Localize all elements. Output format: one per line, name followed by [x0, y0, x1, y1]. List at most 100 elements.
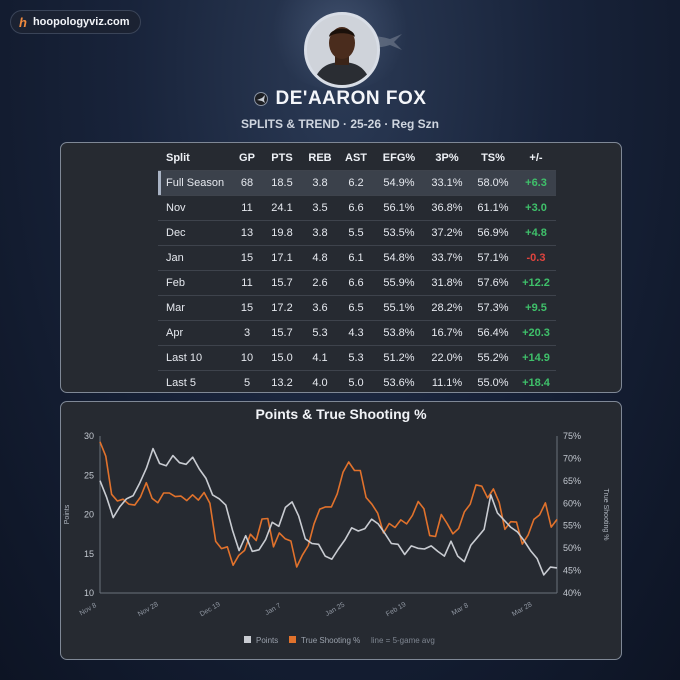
table-cell-ts: 55.2%	[470, 345, 516, 371]
site-url: hoopologyviz.com	[32, 16, 130, 28]
table-cell-tp: 16.7%	[424, 320, 470, 346]
column-header[interactable]: REB	[308, 152, 332, 164]
x-tick-label: Nov 8	[79, 602, 98, 617]
y2-axis-label: True Shooting %	[602, 489, 609, 541]
table-row: Dec 13 19.8 3.8 5.5 53.5% 37.2% 56.9% +4.8	[158, 220, 556, 246]
table-cell-ast: 6.2	[338, 170, 374, 196]
legend-note: line = 5-game avg	[371, 636, 435, 645]
points-ts-chart: 10 15 20 25 30 40% 45% 50% 55% 60% 65% 70% 75% Points…	[64, 431, 609, 645]
table-row: Nov 11 24.1 3.5 6.6 56.1% 36.8% 61.1% +3.0	[158, 195, 556, 221]
table-cell-reb: 3.5	[302, 195, 338, 221]
table-cell-ts: 57.3%	[470, 295, 516, 321]
column-header[interactable]: TS%	[481, 152, 505, 164]
column-header[interactable]: PTS	[271, 152, 293, 164]
y2-tick-label: 40%	[563, 588, 581, 598]
table-cell-efg: 53.6%	[374, 370, 424, 395]
table-cell-tp: 33.7%	[424, 245, 470, 271]
table-cell-ts: 58.0%	[470, 170, 516, 196]
table-cell-pts: 15.7	[262, 270, 302, 296]
table-cell-tp: 28.2%	[424, 295, 470, 321]
player-name: DE'AARON FOX	[275, 88, 427, 109]
table-row: Last 5 5 13.2 4.0 5.0 53.6% 11.1% 55.0% +18.4	[158, 370, 556, 395]
brand-logo: h	[19, 14, 27, 30]
table-cell-gp: 11	[232, 270, 262, 296]
table-cell-reb: 3.8	[302, 220, 338, 246]
table-cell-tp: 22.0%	[424, 345, 470, 371]
y-tick-label: 30	[84, 431, 94, 441]
x-tick-label: Mar 8	[451, 602, 470, 617]
table-row: Mar 15 17.2 3.6 6.5 55.1% 28.2% 57.3% +9.5	[158, 295, 556, 321]
table-cell-efg: 56.1%	[374, 195, 424, 221]
table-row: Last 10 10 15.0 4.1 5.3 51.2% 22.0% 55.2% +14.9	[158, 345, 556, 371]
table-cell-pts: 17.1	[262, 245, 302, 271]
table-cell-pm: +4.8	[516, 220, 556, 246]
column-header[interactable]: Split	[166, 152, 190, 164]
table-cell-ast: 6.5	[338, 295, 374, 321]
table-cell-reb: 3.8	[302, 170, 338, 196]
y2-tick-label: 70%	[563, 453, 581, 463]
x-tick-label: Mar 28	[511, 601, 533, 618]
x-tick-label: Jan 7	[264, 602, 282, 617]
table-cell-gp: 15	[232, 295, 262, 321]
team-icon	[253, 92, 268, 106]
column-header[interactable]: EFG%	[382, 152, 416, 164]
table-cell-gp: 5	[232, 370, 262, 395]
table-cell-pts: 18.5	[262, 170, 302, 196]
table-cell-ast: 6.6	[338, 270, 374, 296]
table-cell-reb: 2.6	[302, 270, 338, 296]
table-cell-pts: 15.0	[262, 345, 302, 371]
y-tick-label: 25	[84, 470, 94, 480]
table-row: Jan 15 17.1 4.8 6.1 54.8% 33.7% 57.1% -0.3	[158, 245, 556, 271]
table-cell-ast: 5.3	[338, 345, 374, 371]
column-header[interactable]: +/-	[529, 152, 543, 164]
y-tick-label: 10	[84, 588, 94, 598]
chart-title: Points & True Shooting %	[255, 406, 427, 422]
x-tick-label: Jan 25	[324, 601, 346, 618]
table-row: Feb 11 15.7 2.6 6.6 55.9% 31.8% 57.6% +12.2	[158, 270, 556, 296]
legend-swatch-ts	[289, 636, 296, 643]
y-tick-label: 20	[84, 510, 94, 520]
table-row: Apr 3 15.7 5.3 4.3 53.8% 16.7% 56.4% +20.3	[158, 320, 556, 346]
y-tick-label: 15	[84, 549, 94, 559]
column-header[interactable]: 3P%	[435, 152, 459, 164]
table-cell-pts: 13.2	[262, 370, 302, 395]
player-avatar	[304, 12, 380, 88]
table-cell-pm: +12.2	[516, 270, 556, 296]
table-cell-gp: 3	[232, 320, 262, 346]
table-body: Full Season 68 18.5 3.8 6.2 54.9% 33.1% 58.0% +6…	[158, 170, 556, 395]
table-cell-split: Mar	[158, 295, 232, 321]
site-badge[interactable]: h hoopologyviz.com	[10, 10, 141, 34]
page-subtitle: SPLITS & TREND · 25-26 · Reg Szn	[240, 117, 440, 131]
chart-panel: Points & True Shooting % 10 15 20 25 30 40% 45…	[60, 401, 622, 660]
table-cell-pts: 15.7	[262, 320, 302, 346]
x-tick-label: Dec 19	[199, 601, 222, 618]
table-cell-efg: 51.2%	[374, 345, 424, 371]
table-cell-ts: 55.0%	[470, 370, 516, 395]
column-header[interactable]: AST	[345, 152, 367, 164]
table-cell-gp: 10	[232, 345, 262, 371]
table-cell-reb: 4.1	[302, 345, 338, 371]
splits-table-panel: Split GP PTS REB AST EFG% 3P% TS% +/- Full Seaso…	[60, 142, 622, 395]
y2-tick-label: 55%	[563, 521, 581, 531]
table-cell-pts: 19.8	[262, 220, 302, 246]
table-cell-ast: 6.6	[338, 195, 374, 221]
table-cell-efg: 53.5%	[374, 220, 424, 246]
table-cell-tp: 37.2%	[424, 220, 470, 246]
table-header-row: Split GP PTS REB AST EFG% 3P% TS% +/-	[158, 146, 556, 171]
column-header[interactable]: GP	[239, 152, 255, 164]
y2-tick-label: 60%	[563, 498, 581, 508]
legend-label-ts: True Shooting %	[301, 636, 360, 645]
table-cell-pm: +3.0	[516, 195, 556, 221]
table-cell-ts: 56.9%	[470, 220, 516, 246]
series-line-true-shooting-	[99, 441, 558, 568]
table-cell-ast: 4.3	[338, 320, 374, 346]
x-tick-label: Nov 28	[137, 601, 160, 618]
table-cell-pm: +9.5	[516, 295, 556, 321]
y2-tick-label: 75%	[563, 431, 581, 441]
table-cell-ts: 56.4%	[470, 320, 516, 346]
splits-table: Split GP PTS REB AST EFG% 3P% TS% +/- Full Seaso…	[158, 146, 556, 395]
y-axis-label: Points	[64, 504, 71, 524]
table-cell-ts: 61.1%	[470, 195, 516, 221]
table-cell-ast: 5.0	[338, 370, 374, 395]
table-cell-split: Full Season	[158, 170, 232, 196]
